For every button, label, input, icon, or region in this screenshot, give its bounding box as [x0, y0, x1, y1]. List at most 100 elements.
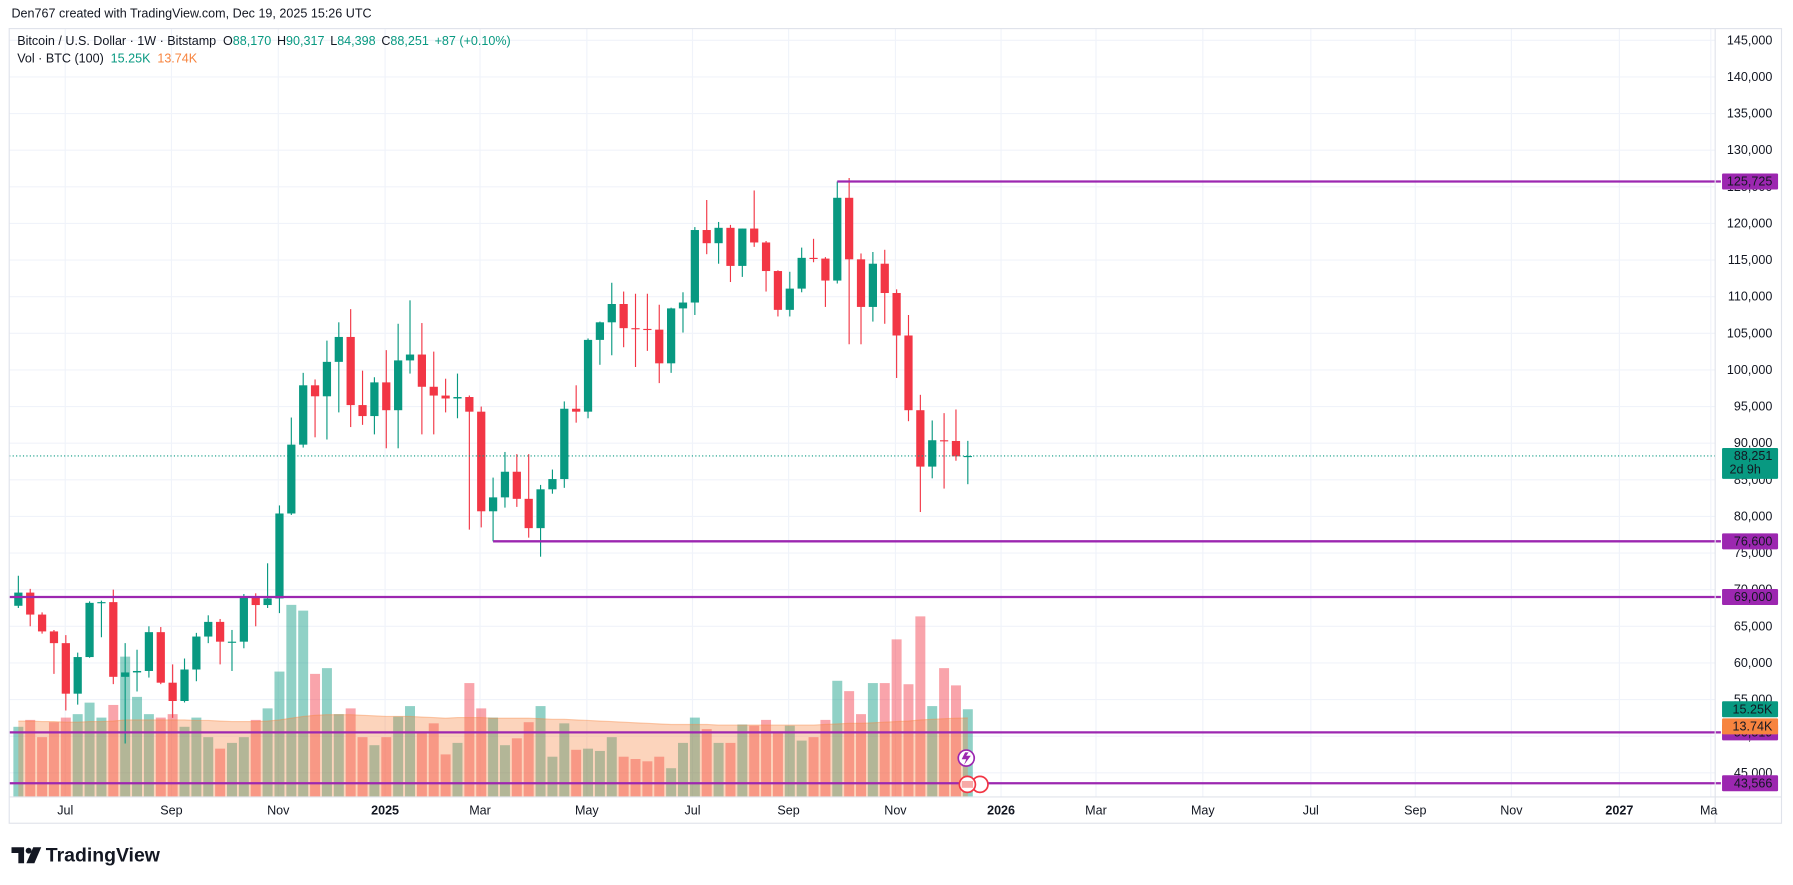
candle-body: [215, 621, 225, 642]
volume-bar: [250, 719, 261, 797]
x-tick-label: May: [1191, 804, 1215, 818]
level-box: [1722, 173, 1779, 190]
candle-body: [607, 303, 616, 323]
candle-body: [417, 354, 426, 387]
level-box: [1722, 588, 1779, 605]
candle-body: [738, 228, 747, 266]
candle-body: [690, 230, 699, 303]
volume-bar: [689, 717, 700, 797]
candle-body: [465, 397, 474, 412]
volume-bar: [856, 714, 866, 797]
candle-body: [643, 328, 652, 331]
volume-bar: [357, 737, 368, 797]
volume-bar: [784, 725, 795, 797]
x-tick-label: Mar: [1085, 804, 1107, 818]
candle-body: [904, 335, 913, 411]
volume-bar: [737, 724, 748, 797]
candle-body: [275, 513, 284, 599]
y-tick-label: 110,000: [1728, 290, 1772, 304]
candle-body: [785, 288, 794, 310]
y-tick-label: 140,000: [1727, 70, 1772, 84]
level-label: 76,600: [1734, 534, 1772, 548]
candle-body: [916, 410, 925, 467]
volume-bar: [499, 745, 510, 797]
candle-body: [572, 408, 581, 412]
ohlc-value: 88,251: [390, 34, 428, 48]
volume-ma-line: [18, 714, 968, 726]
volume-bar: [950, 685, 961, 797]
candle-body: [845, 197, 854, 260]
candle-body: [49, 631, 59, 644]
candle-body: [655, 329, 664, 364]
volume-bar: [155, 717, 166, 797]
candle-body: [477, 411, 486, 512]
volume-bar: [927, 706, 938, 797]
volume-bar: [428, 723, 439, 797]
candle-body: [500, 471, 510, 498]
volume-bar: [167, 714, 178, 797]
credit: Den767 created with TradingView.com, Dec…: [12, 7, 372, 21]
candle-body: [833, 197, 842, 281]
event-icon-glyph: [961, 780, 974, 788]
candle-body: [346, 336, 355, 406]
y-tick-label: 135,000: [1727, 107, 1772, 121]
candle-body: [726, 227, 735, 266]
volume-bar: [903, 684, 914, 797]
x-tick-label: Sep: [1404, 804, 1426, 818]
x-tick-label: 2027: [1605, 804, 1633, 818]
ohlc-key: L: [330, 34, 337, 48]
volume-bar: [310, 673, 321, 797]
y-tick-label: 80,000: [1734, 509, 1772, 523]
candle-body: [821, 258, 830, 281]
candle-body: [880, 263, 889, 294]
volume-bar: [761, 719, 772, 797]
volume-bar: [630, 758, 641, 797]
candle-body: [488, 497, 498, 512]
candle-body: [536, 489, 545, 529]
volume-bar: [369, 745, 380, 797]
volume-bar: [226, 742, 237, 797]
ohlc-value: 84,398: [337, 34, 375, 48]
candle-body: [441, 395, 450, 399]
candle-body: [963, 455, 972, 458]
y-tick-label: 60,000: [1734, 656, 1772, 670]
candle-body: [370, 382, 379, 417]
ohlc-key: O: [223, 34, 233, 48]
volume-bar: [476, 708, 487, 797]
event-icons: [957, 749, 989, 794]
ohlc-value: 88,170: [233, 34, 271, 48]
volume-bar: [405, 706, 415, 797]
volume-bar: [523, 722, 534, 797]
volume-last-box: [1722, 701, 1779, 718]
candle-body: [37, 614, 47, 632]
candle-body: [14, 592, 23, 606]
volume-bar: [571, 749, 582, 797]
candle-body: [714, 227, 723, 244]
volume-bar: [215, 748, 226, 797]
candle-body: [702, 230, 711, 244]
x-tick-label: 2026: [987, 804, 1015, 818]
volume-bar: [333, 714, 344, 797]
volume-bar: [25, 719, 36, 797]
volume-bar: [879, 683, 890, 797]
time-axis: Jul Sep Nov 2025 Mar May Jul Sep Nov 2026 Mar May Ju…: [57, 804, 1717, 818]
volume-bar: [286, 604, 297, 797]
volume-bar: [583, 748, 594, 797]
candle-body: [180, 669, 189, 702]
candle-body: [773, 271, 783, 310]
x-tick-label: May: [575, 804, 599, 818]
volume-bar: [37, 737, 48, 797]
volume-bar: [132, 696, 143, 797]
candle-body: [429, 386, 438, 396]
candle-body: [144, 632, 154, 671]
candle-body: [394, 360, 403, 411]
candle-body: [334, 336, 343, 362]
x-tick-label: 2025: [371, 804, 399, 818]
volume-bar: [179, 726, 190, 797]
candle-body: [168, 682, 177, 702]
chart-frame: [8, 28, 1783, 824]
candles: [14, 178, 972, 744]
volume-bar: [677, 742, 688, 797]
volume-bar: [381, 737, 392, 797]
